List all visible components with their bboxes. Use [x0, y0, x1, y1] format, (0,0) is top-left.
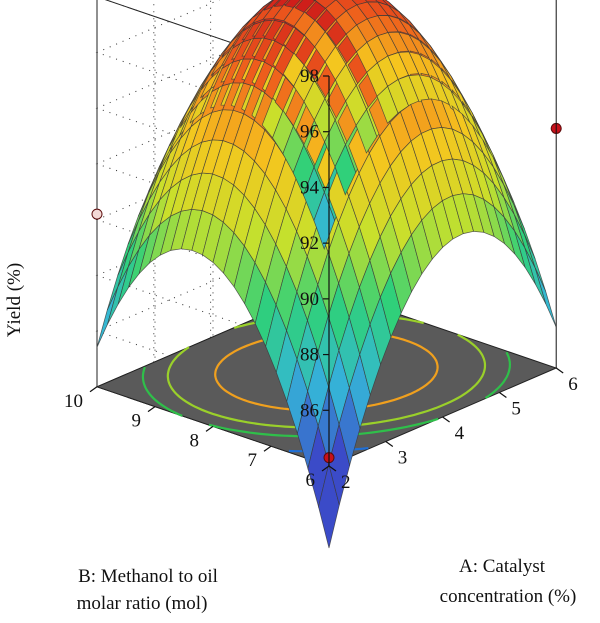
y-tick: [90, 387, 97, 392]
x-tick: [499, 393, 506, 398]
y-tick-label: 10: [64, 391, 83, 412]
surface-cell: [525, 248, 546, 304]
x-tick: [556, 368, 563, 373]
y-tick-label: 9: [132, 411, 142, 432]
y-axis-title-line1: B: Methanol to oil: [78, 566, 218, 587]
x-axis-title-line1: A: Catalyst: [459, 556, 546, 577]
surface-cell: [535, 268, 556, 327]
y-tick: [206, 426, 213, 431]
y-axis-title-line2: molar ratio (mol): [77, 593, 208, 614]
z-tick-label: 96: [300, 122, 319, 143]
z-tick-label: 86: [300, 400, 319, 421]
y-tick: [264, 446, 271, 451]
z-tick-label: 94: [300, 177, 320, 198]
y-tick-label: 7: [248, 450, 258, 471]
z-tick-label: 90: [300, 289, 319, 310]
x-tick-label: 2: [341, 472, 351, 493]
design-point: [92, 209, 102, 219]
x-tick-label: 6: [568, 374, 578, 395]
z-tick-label: 88: [300, 345, 319, 366]
response-surface: [97, 0, 556, 548]
x-tick: [386, 442, 393, 447]
y-tick-label: 6: [306, 470, 316, 491]
y-tick: [148, 407, 155, 412]
z-tick-label: 98: [300, 66, 319, 87]
z-tick-label: 92: [300, 233, 319, 254]
x-tick-label: 3: [398, 448, 408, 469]
z-axis-title: Yield (%): [4, 263, 25, 337]
y-tick-label: 8: [190, 430, 200, 451]
x-tick: [443, 417, 450, 422]
x-axis-title-line2: concentration (%): [440, 586, 577, 607]
x-tick-label: 5: [511, 399, 521, 420]
x-tick-label: 4: [455, 423, 465, 444]
surface-cell: [97, 287, 118, 348]
